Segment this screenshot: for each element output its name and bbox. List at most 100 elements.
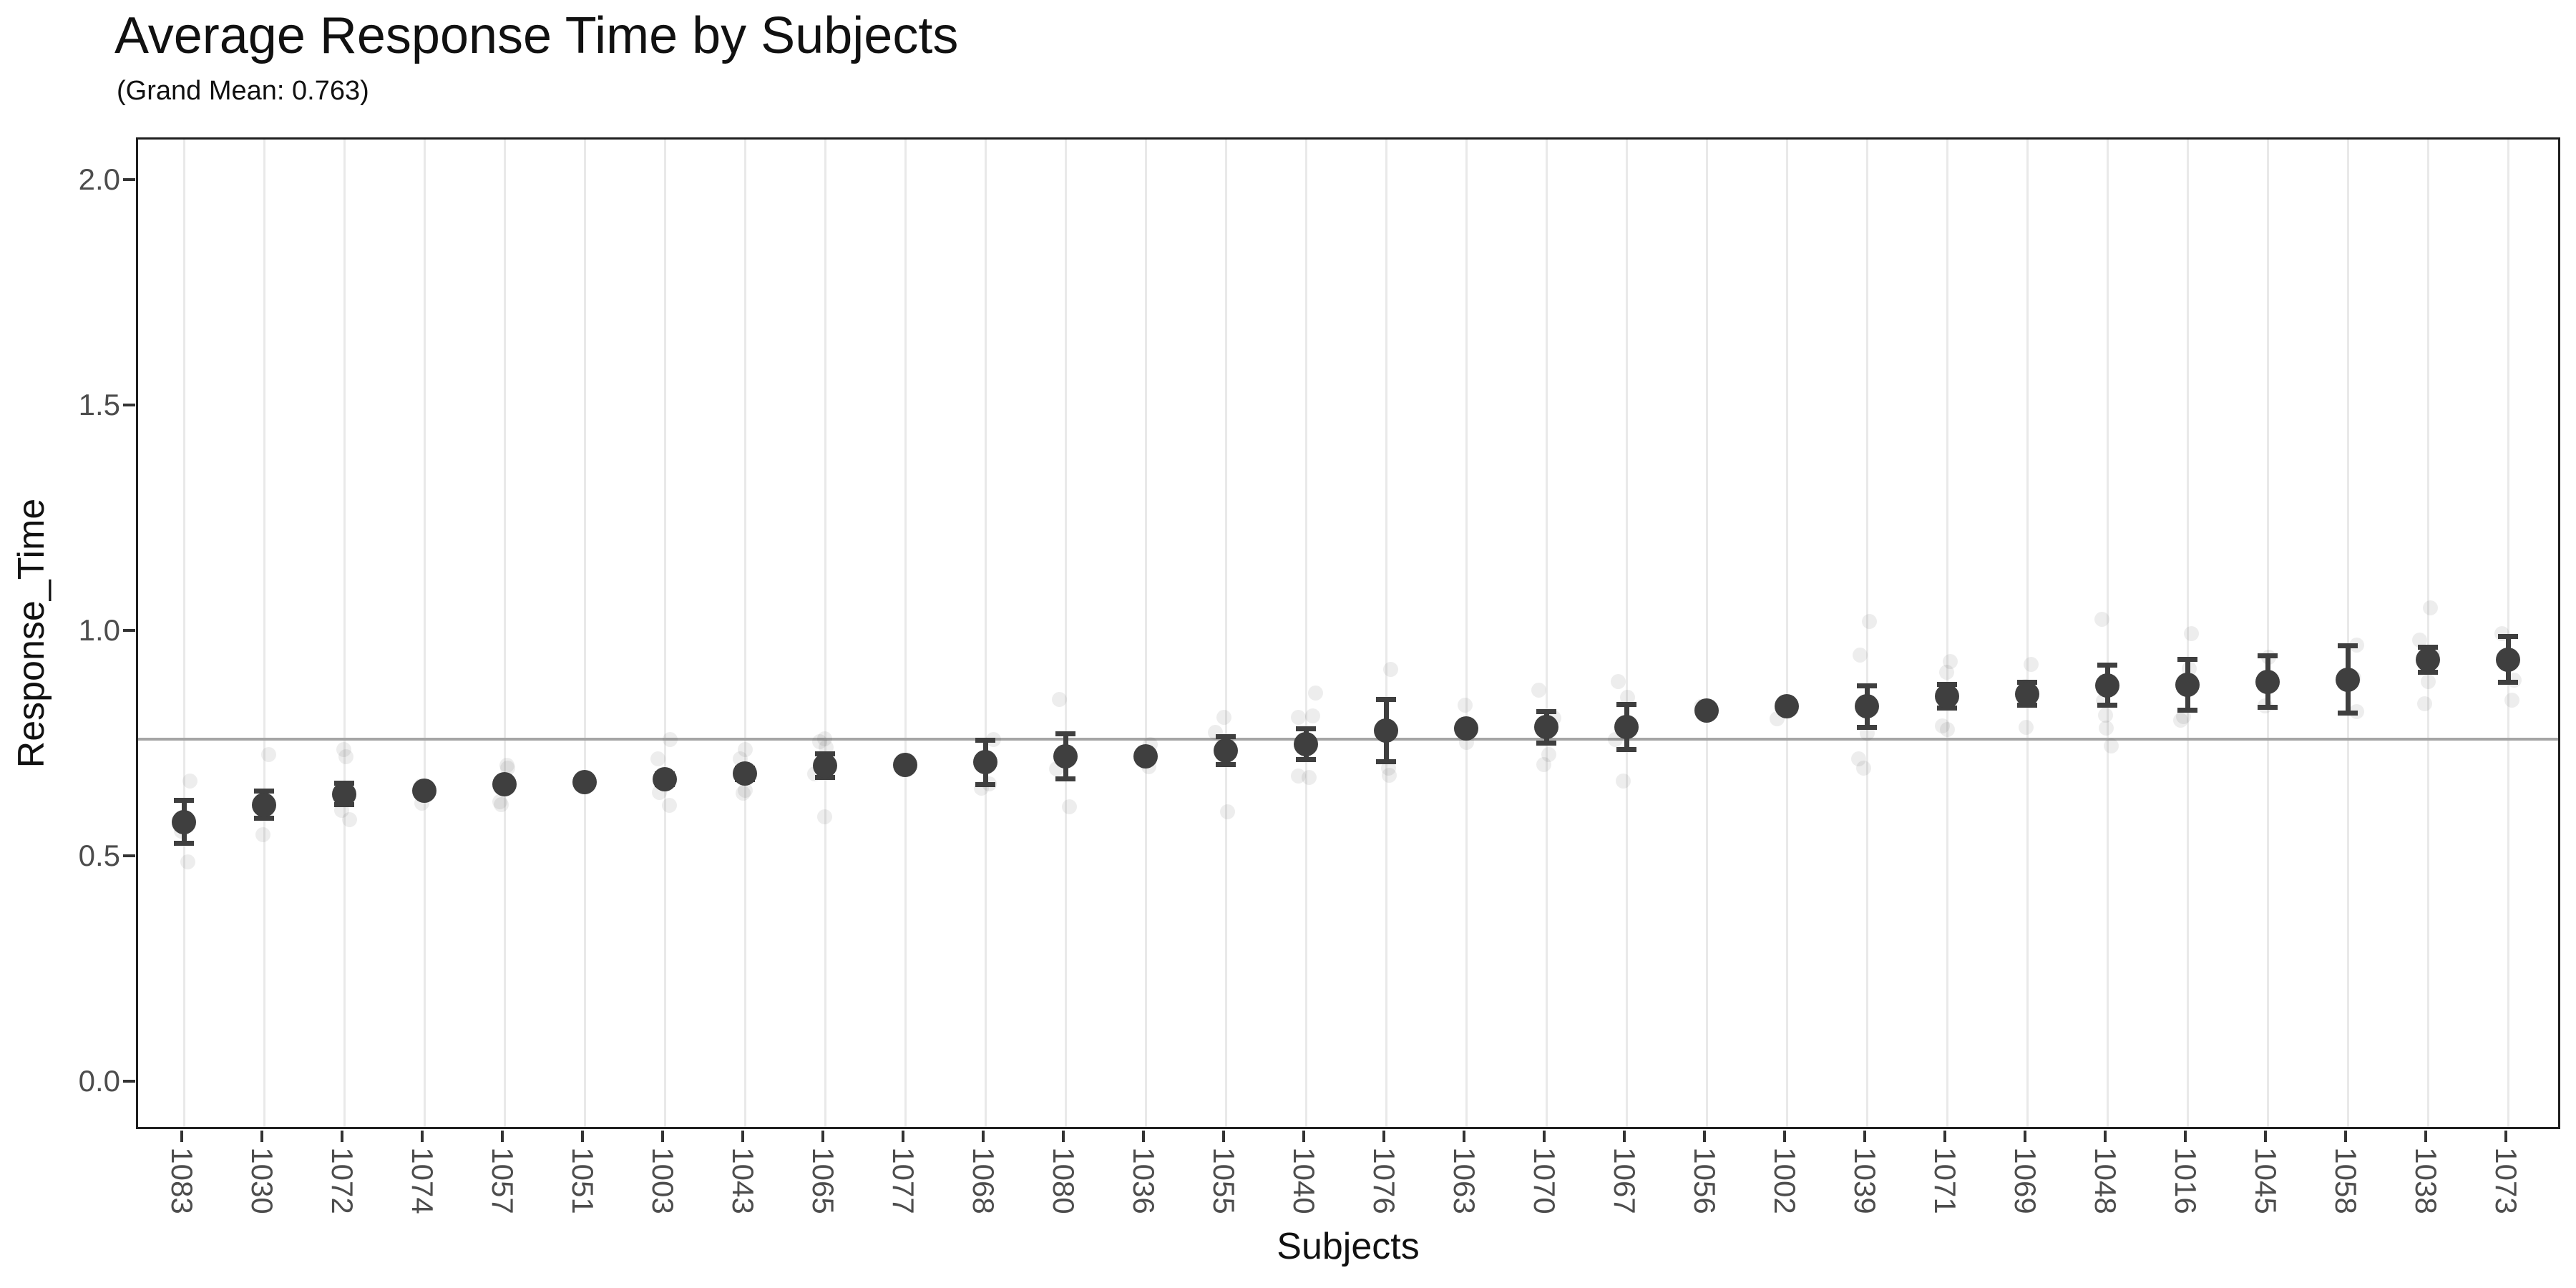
gridline bbox=[583, 140, 586, 1127]
error-bar-cap-top bbox=[2097, 663, 2117, 668]
error-bar-cap-bottom bbox=[975, 781, 995, 787]
raw-point bbox=[1051, 691, 1067, 707]
gridline bbox=[1064, 140, 1067, 1127]
x-tick-mark bbox=[1142, 1131, 1145, 1142]
error-bar-cap-top bbox=[174, 797, 194, 803]
raw-point bbox=[499, 757, 514, 773]
error-bar-cap-bottom bbox=[2097, 702, 2117, 708]
plot-panel bbox=[136, 137, 2560, 1129]
raw-point bbox=[1610, 674, 1626, 690]
error-bar-cap-top bbox=[1616, 701, 1636, 707]
error-bar-cap-top bbox=[2338, 643, 2358, 649]
mean-point bbox=[332, 781, 356, 806]
raw-point bbox=[2504, 693, 2519, 708]
raw-point bbox=[1619, 689, 1635, 705]
raw-point bbox=[2023, 656, 2039, 672]
raw-point bbox=[661, 798, 677, 814]
gridline bbox=[2106, 140, 2109, 1127]
x-tick-mark bbox=[2024, 1131, 2026, 1142]
mean-point bbox=[653, 767, 677, 792]
x-tick-label: 1068 bbox=[967, 1147, 1000, 1214]
error-bar-cap-bottom bbox=[1055, 776, 1075, 782]
mean-point bbox=[733, 761, 757, 786]
y-tick-mark bbox=[123, 1080, 135, 1083]
x-tick-mark bbox=[1623, 1131, 1626, 1142]
raw-point bbox=[1301, 769, 1317, 785]
raw-point bbox=[1939, 721, 1955, 737]
error-bar-cap-bottom bbox=[2258, 705, 2278, 711]
x-tick-label: 1057 bbox=[486, 1147, 519, 1214]
raw-point bbox=[2098, 721, 2114, 736]
grand-mean-line bbox=[138, 738, 2558, 741]
raw-point bbox=[2183, 626, 2199, 642]
x-tick-mark bbox=[1382, 1131, 1385, 1142]
mean-point bbox=[1053, 744, 1078, 769]
error-bar-cap-top bbox=[1536, 708, 1556, 714]
gridline bbox=[263, 140, 265, 1127]
gridline bbox=[2346, 140, 2349, 1127]
mean-point bbox=[973, 750, 997, 775]
gridline bbox=[2507, 140, 2509, 1127]
raw-point bbox=[499, 760, 515, 776]
error-bar-cap-top bbox=[2258, 653, 2278, 659]
raw-point bbox=[2172, 712, 2188, 728]
x-tick-mark bbox=[1943, 1131, 1946, 1142]
x-tick-label: 1063 bbox=[1448, 1147, 1481, 1214]
gridline bbox=[1785, 140, 1788, 1127]
mean-point bbox=[1454, 716, 1478, 741]
x-tick-mark bbox=[2424, 1131, 2427, 1142]
y-tick-mark bbox=[123, 629, 135, 632]
mean-point bbox=[172, 809, 196, 834]
error-bar-cap-bottom bbox=[1616, 746, 1636, 752]
mean-point bbox=[2015, 681, 2039, 706]
x-tick-label: 1002 bbox=[1768, 1147, 1802, 1214]
x-tick-label: 1045 bbox=[2249, 1147, 2283, 1214]
raw-point bbox=[2416, 696, 2432, 712]
raw-point bbox=[1380, 760, 1396, 776]
y-tick-mark bbox=[123, 178, 135, 181]
mean-point bbox=[572, 770, 597, 795]
gridline bbox=[824, 140, 826, 1127]
x-tick-label: 1036 bbox=[1127, 1147, 1161, 1214]
x-tick-mark bbox=[2264, 1131, 2267, 1142]
error-bar-cap-top bbox=[1216, 734, 1236, 740]
gridline bbox=[343, 140, 346, 1127]
raw-point bbox=[735, 786, 751, 801]
gridline bbox=[2026, 140, 2029, 1127]
raw-point bbox=[1855, 760, 1871, 776]
x-tick-label: 1069 bbox=[2009, 1147, 2042, 1214]
chart-title: Average Response Time by Subjects bbox=[114, 7, 959, 64]
raw-point bbox=[1615, 774, 1631, 789]
error-bar-cap-top bbox=[2498, 634, 2518, 640]
x-tick-label: 1056 bbox=[1688, 1147, 1722, 1214]
x-tick-mark bbox=[341, 1131, 343, 1142]
raw-point bbox=[816, 731, 832, 747]
mean-point bbox=[2175, 673, 2200, 698]
x-tick-mark bbox=[260, 1131, 263, 1142]
raw-point bbox=[1290, 768, 1306, 784]
x-tick-mark bbox=[2504, 1131, 2507, 1142]
x-tick-mark bbox=[180, 1131, 183, 1142]
x-axis-title: Subjects bbox=[1277, 1226, 1420, 1267]
x-tick-mark bbox=[1222, 1131, 1225, 1142]
y-tick-label: 0.5 bbox=[78, 839, 120, 872]
y-tick-label: 2.0 bbox=[78, 162, 120, 196]
x-tick-label: 1016 bbox=[2169, 1147, 2202, 1214]
chart-subtitle: (Grand Mean: 0.763) bbox=[117, 76, 369, 106]
x-tick-label: 1076 bbox=[1367, 1147, 1401, 1214]
error-bar-cap-top bbox=[254, 789, 274, 794]
raw-point bbox=[2420, 674, 2436, 690]
x-tick-mark bbox=[1783, 1131, 1786, 1142]
error-bar-cap-top bbox=[1376, 696, 1396, 702]
x-tick-label: 1072 bbox=[326, 1147, 359, 1214]
raw-point bbox=[1861, 613, 1877, 629]
gridline bbox=[1705, 140, 1708, 1127]
x-tick-label: 1083 bbox=[165, 1147, 199, 1214]
x-tick-label: 1058 bbox=[2329, 1147, 2363, 1214]
gridline bbox=[1865, 140, 1868, 1127]
mean-point bbox=[1935, 683, 1959, 708]
error-bar-cap-top bbox=[1055, 731, 1075, 737]
mean-point bbox=[1214, 738, 1238, 763]
x-tick-label: 1048 bbox=[2089, 1147, 2122, 1214]
mean-point bbox=[1133, 744, 1158, 769]
